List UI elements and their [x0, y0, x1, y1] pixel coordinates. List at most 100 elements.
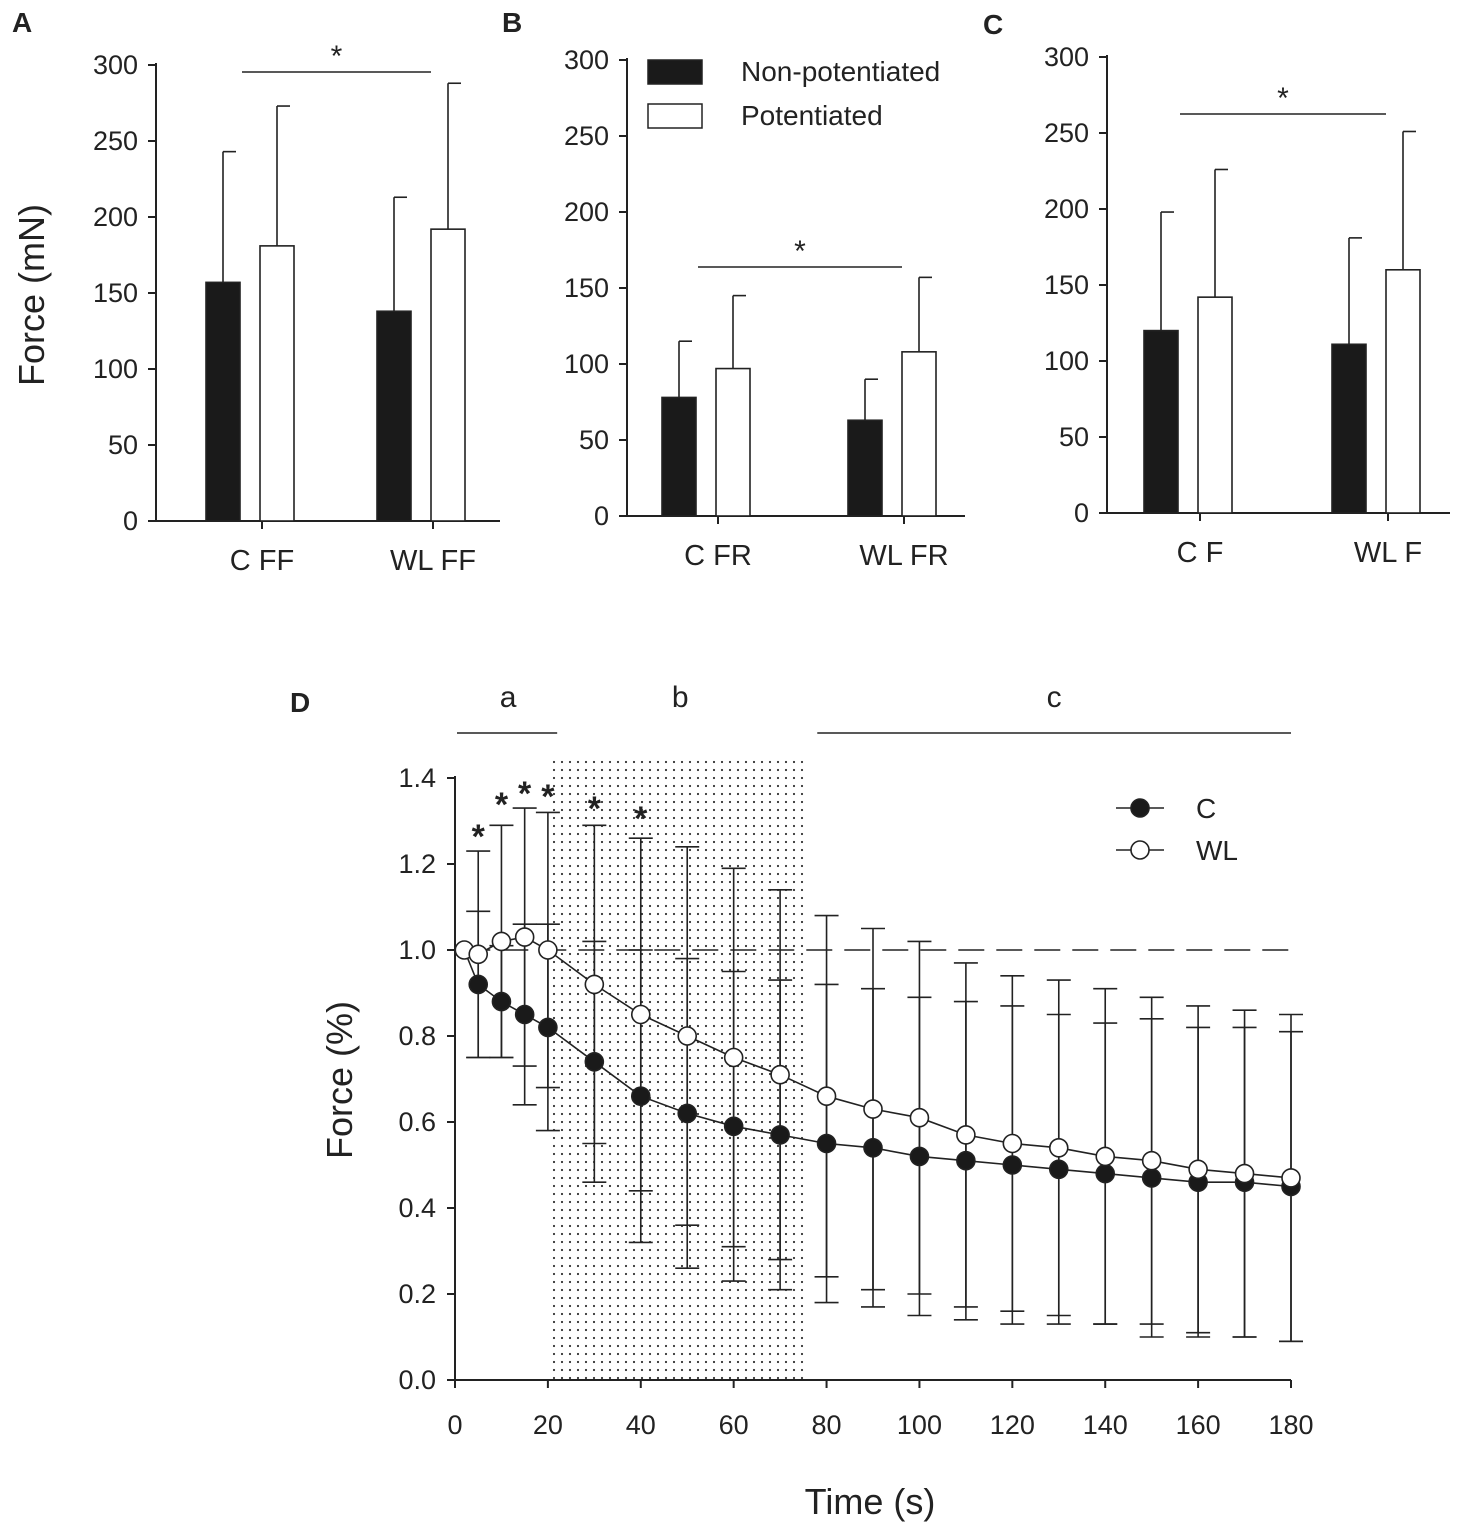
data-point-c	[1095, 1163, 1116, 1184]
panel-a-bar-non-potentiated	[376, 310, 412, 522]
panel-d: D Force (%) Time (s) C WL 0.0 0.2 0.4 0.6 0.…	[290, 681, 1314, 1522]
legend-label-potentiated: Potentiated	[741, 100, 883, 131]
legend-label-wl: WL	[1196, 835, 1238, 866]
panel-d-y-tick-label: 1.4	[398, 763, 436, 793]
data-point-wl	[630, 1004, 651, 1025]
data-point-wl	[1141, 1150, 1162, 1171]
data-point-c	[1141, 1168, 1162, 1188]
significance-star: *	[518, 775, 532, 813]
panel-a-y-tick-label: 100	[93, 354, 138, 384]
panel-c-y-tick-label: 50	[1059, 422, 1089, 452]
data-point-wl	[468, 944, 489, 965]
panel-a-bar-non-potentiated	[205, 281, 241, 522]
panel-c-bar-non-potentiated	[1143, 329, 1179, 514]
panel-d-y-axis-label: Force (%)	[319, 1001, 360, 1159]
significance-star: *	[634, 800, 648, 838]
phase-c-label: c	[1047, 681, 1062, 714]
panel-c-category-label: WL F	[1354, 537, 1422, 569]
data-point-c	[1048, 1159, 1069, 1180]
panel-c: C 0 50 100 150 200 250 300 C F WL F *	[983, 9, 1450, 569]
panel-b-bar-non-potentiated	[847, 419, 883, 517]
data-point-c	[514, 1004, 535, 1025]
phase-b-label: b	[672, 681, 689, 714]
panel-b-bar-potentiated	[715, 367, 751, 517]
data-point-c	[491, 991, 512, 1012]
data-point-wl	[956, 1125, 976, 1145]
panel-d-y-tick-label: 0.0	[398, 1365, 436, 1395]
panel-a-y-tick-label: 300	[93, 50, 138, 80]
panel-b-significance-star: *	[794, 235, 806, 268]
panel-d-x-tick-label: 120	[990, 1410, 1035, 1440]
panel-b-y-tick-label: 250	[564, 121, 609, 151]
data-point-wl	[514, 927, 535, 947]
panel-a-category-label: C FF	[230, 545, 294, 577]
legend-swatch-potentiated	[647, 103, 703, 129]
panel-c-significance-star: *	[1277, 82, 1289, 115]
panel-b-bar-non-potentiated	[661, 396, 697, 517]
panel-d-label: D	[290, 687, 310, 718]
data-point-c	[956, 1150, 976, 1171]
panel-b-y-tick-label: 50	[579, 425, 609, 455]
data-point-wl	[909, 1107, 930, 1128]
panel-d-x-tick-label: 180	[1268, 1410, 1313, 1440]
data-point-c	[863, 1138, 883, 1158]
panel-b-y-tick-label: 300	[564, 45, 609, 75]
panel-d-y-tick-label: 0.6	[398, 1107, 436, 1137]
panel-c-bar-potentiated	[1385, 268, 1421, 514]
significance-star: *	[495, 786, 509, 824]
data-point-wl	[491, 931, 512, 952]
data-point-wl	[1188, 1159, 1208, 1180]
panel-c-y-tick-label: 250	[1044, 118, 1089, 148]
data-point-wl	[1095, 1146, 1116, 1167]
data-point-c	[538, 1017, 558, 1038]
panel-b-y-tick-label: 150	[564, 273, 609, 303]
panel-a-y-tick-label: 50	[108, 430, 138, 460]
panel-b-y-tick-label: 200	[564, 197, 609, 227]
panel-c-category-label: C F	[1177, 537, 1224, 569]
panel-c-y-tick-label: 100	[1044, 346, 1089, 376]
data-point-wl	[677, 1026, 698, 1046]
panel-a-significance-star: *	[331, 40, 343, 73]
data-point-c	[909, 1146, 930, 1167]
panel-a-y-tick-label: 150	[93, 278, 138, 308]
panel-a-y-axis-label: Force (mN)	[11, 204, 52, 386]
panel-d-y-tick-label: 0.2	[398, 1279, 436, 1309]
panel-a-y-tick-label: 250	[93, 126, 138, 156]
data-point-wl	[1048, 1138, 1069, 1158]
panel-d-x-tick-label: 20	[533, 1410, 563, 1440]
data-point-wl	[538, 940, 558, 960]
panel-b-bar-potentiated	[901, 351, 937, 517]
data-point-c	[723, 1116, 744, 1137]
panel-a-y-tick-label: 0	[123, 506, 138, 536]
legend-label-c: C	[1196, 793, 1216, 824]
panel-d-x-tick-label: 80	[812, 1410, 842, 1440]
legend-marker-wl	[1130, 840, 1150, 860]
data-point-c	[468, 974, 489, 995]
panel-d-x-tick-label: 0	[447, 1410, 462, 1440]
data-point-c	[630, 1086, 651, 1106]
panel-a: A Force (mN) 0 50 100 150 200 250 300 C FF WL FF…	[11, 7, 500, 577]
significance-star: *	[472, 818, 486, 856]
panel-b-category-label: C FR	[684, 540, 752, 572]
legend-label-non-potentiated: Non-potentiated	[741, 56, 940, 87]
legend-series-wl: WL	[1116, 835, 1238, 866]
panel-d-y-tick-label: 0.8	[398, 1021, 436, 1051]
panel-d-y-tick-label: 1.0	[398, 935, 436, 965]
data-point-c	[816, 1133, 837, 1154]
panel-b-y-tick-label: 0	[594, 501, 609, 531]
panel-d-x-tick-label: 60	[719, 1410, 749, 1440]
panel-d-x-tick-label: 140	[1083, 1410, 1128, 1440]
legend-swatch-non-potentiated	[647, 59, 703, 85]
legend-series-c: C	[1116, 793, 1216, 824]
panel-c-y-tick-label: 0	[1074, 498, 1089, 528]
panel-a-y-tick-label: 200	[93, 202, 138, 232]
panel-c-bar-non-potentiated	[1331, 343, 1367, 514]
data-point-wl	[1002, 1133, 1023, 1154]
panel-d-x-tick-label: 40	[626, 1410, 656, 1440]
panel-b-label: B	[502, 7, 522, 38]
significance-star: *	[588, 790, 602, 828]
data-point-wl	[770, 1064, 790, 1085]
panel-a-bar-potentiated	[259, 245, 295, 522]
legend-marker-c	[1130, 798, 1150, 818]
